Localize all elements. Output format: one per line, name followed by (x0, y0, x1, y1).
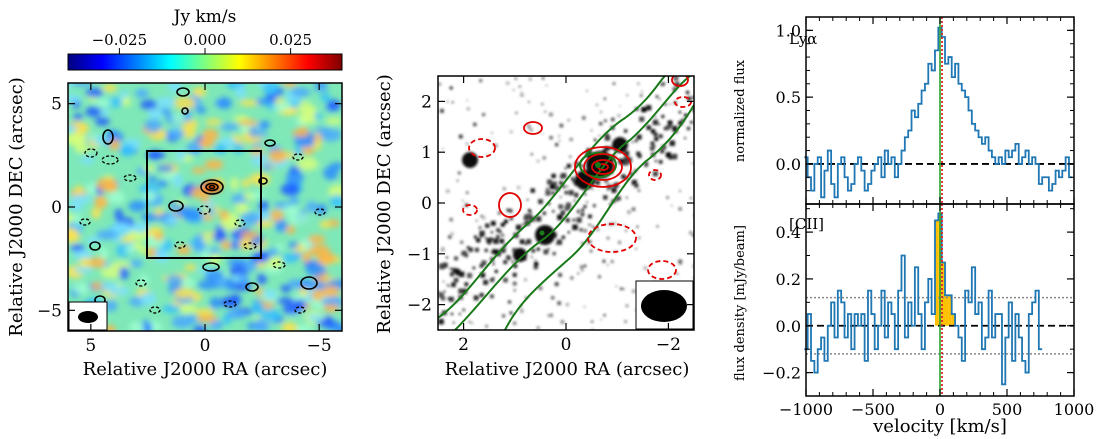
y-tick-label: 0 (421, 194, 432, 214)
colorbar-tick-label: −0.025 (92, 31, 148, 49)
panel-b-axes: 2 0 −2 2 1 0 −1 −2 (407, 76, 694, 355)
highlighted-bin (941, 262, 946, 326)
panel-b-xlabel: Relative J2000 RA (arcsec) (445, 359, 690, 380)
cii-ylabel: flux density [mJy/beam] (733, 225, 748, 381)
cii-spectrum: −0.2 0.0 0.2 0.4 −1000 −500 0 500 1000 (762, 203, 1095, 419)
y-tick-label: 5 (51, 95, 62, 115)
highlighted-bin (948, 295, 952, 326)
y-tick-label: 0.2 (776, 270, 801, 289)
colorbar-tick-label: 0.025 (269, 31, 312, 49)
panel-a-ylabel: Relative J2000 DEC (arcsec) (6, 77, 27, 336)
panel-a-axes: 5 0 −5 5 0 −5 (37, 83, 342, 356)
lya-ylabel: normalized flux (733, 59, 748, 162)
panel-a-moment-map: Jy km/s −0.025 0.000 0.025 5 0 −5 5 0 −5 Relati… (6, 7, 343, 380)
spectrum-line (804, 212, 1043, 386)
spectrum-line (804, 26, 1073, 199)
y-tick-label: 1.0 (776, 21, 801, 40)
zoom-box (146, 150, 262, 259)
highlighted-bin (945, 295, 949, 326)
x-tick-label: 0 (561, 335, 572, 355)
y-tick-label: 0.5 (776, 88, 801, 107)
x-tick-label: −5 (307, 336, 332, 356)
y-tick-label: 0.0 (776, 317, 801, 336)
y-tick-label: 0.0 (776, 155, 801, 174)
colorbar-tick-label: 0.000 (184, 31, 227, 49)
heatmap-image (68, 83, 342, 331)
y-tick-label: 0.4 (776, 223, 801, 242)
colorbar (67, 53, 343, 71)
beam-ellipse-b (641, 290, 687, 322)
y-tick-label: 0 (51, 198, 62, 218)
x-tick-label: 500 (992, 400, 1023, 419)
beam-ellipse (78, 311, 98, 323)
y-tick-label: −0.2 (762, 364, 801, 383)
y-tick-label: 1 (421, 143, 432, 163)
y-tick-label: −2 (407, 296, 432, 316)
x-tick-label: −1000 (779, 400, 833, 419)
x-tick-label: 5 (85, 336, 96, 356)
x-tick-label: 2 (458, 335, 469, 355)
colorbar-title: Jy km/s (172, 7, 237, 27)
x-tick-label: 0 (200, 336, 211, 356)
x-tick-label: −2 (656, 335, 681, 355)
panel-b-ylabel: Relative J2000 DEC (arcsec) (374, 74, 395, 333)
panel-a-xlabel: Relative J2000 RA (arcsec) (83, 359, 328, 380)
x-tick-label: −500 (851, 400, 895, 419)
panel-b-image-overlay: 2 0 −2 2 1 0 −1 −2 Relative J2000 RA (arcsec) R… (374, 74, 695, 380)
x-tick-label: 1000 (1054, 400, 1095, 419)
highlighted-bin (934, 220, 939, 326)
highlighted-bin (951, 314, 956, 326)
y-tick-label: 2 (421, 92, 432, 112)
y-tick-label: −5 (37, 301, 62, 321)
x-tick-label: 0 (935, 400, 945, 419)
panel-c-spectra: 0.0 0.5 1.0 −0.2 0.0 0.2 0.4 −1000 −500 0 500 1000… (733, 16, 1095, 437)
cii-label: [CII] (789, 215, 824, 233)
y-tick-label: −1 (407, 245, 432, 265)
velocity-xlabel: velocity [km/s] (872, 416, 1007, 437)
lya-spectrum: 0.0 0.5 1.0 (776, 16, 1075, 205)
colorbar-tick-labels: −0.025 0.000 0.025 (92, 31, 312, 54)
lya-label: Lyα (789, 30, 817, 48)
